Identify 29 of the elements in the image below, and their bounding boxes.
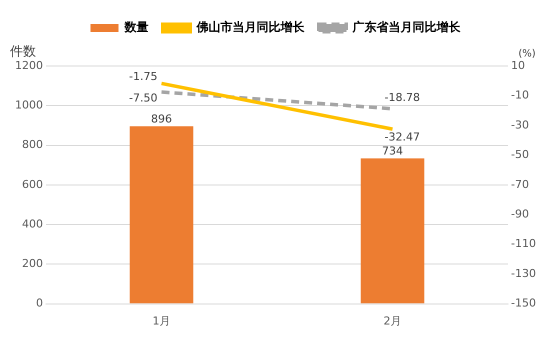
y2-axis-title: (%) <box>518 48 536 60</box>
y2-tick-label: -90 <box>511 207 530 220</box>
legend-label: 佛山市当月同比增长 <box>196 20 306 34</box>
data-label: -18.78 <box>384 91 420 104</box>
y2-tick-label: -30 <box>511 118 530 132</box>
y2-tick-label: -150 <box>511 296 536 310</box>
data-label: -7.50 <box>129 91 158 104</box>
y-tick-label: 0 <box>36 296 43 310</box>
y2-tick-label: -10 <box>511 88 530 102</box>
y2-tick-label: 10 <box>511 58 526 72</box>
data-label: 734 <box>382 144 404 158</box>
y2-tick-label: -70 <box>511 178 530 191</box>
y2-tick-label: -50 <box>511 148 530 162</box>
data-label: -32.47 <box>384 130 420 144</box>
legend-label: 广东省当月同比增长 <box>352 20 462 34</box>
x-tick-label: 2月 <box>384 314 402 328</box>
y-tick-label: 600 <box>22 178 43 191</box>
y2-tick-label: -110 <box>511 237 536 250</box>
legend-label: 数量 <box>124 20 148 34</box>
y-tick-label: 1000 <box>14 98 43 112</box>
y2-tick-label: -130 <box>511 266 536 280</box>
data-label: 896 <box>151 112 172 126</box>
y-tick-label: 200 <box>22 257 43 270</box>
y-tick-label: 800 <box>22 138 43 152</box>
x-tick-label: 1月 <box>152 314 171 328</box>
data-label: -1.75 <box>129 70 158 83</box>
y-axis-title: 件数 <box>10 44 36 60</box>
y-tick-label: 1200 <box>14 58 43 72</box>
y-tick-label: 400 <box>22 217 43 230</box>
